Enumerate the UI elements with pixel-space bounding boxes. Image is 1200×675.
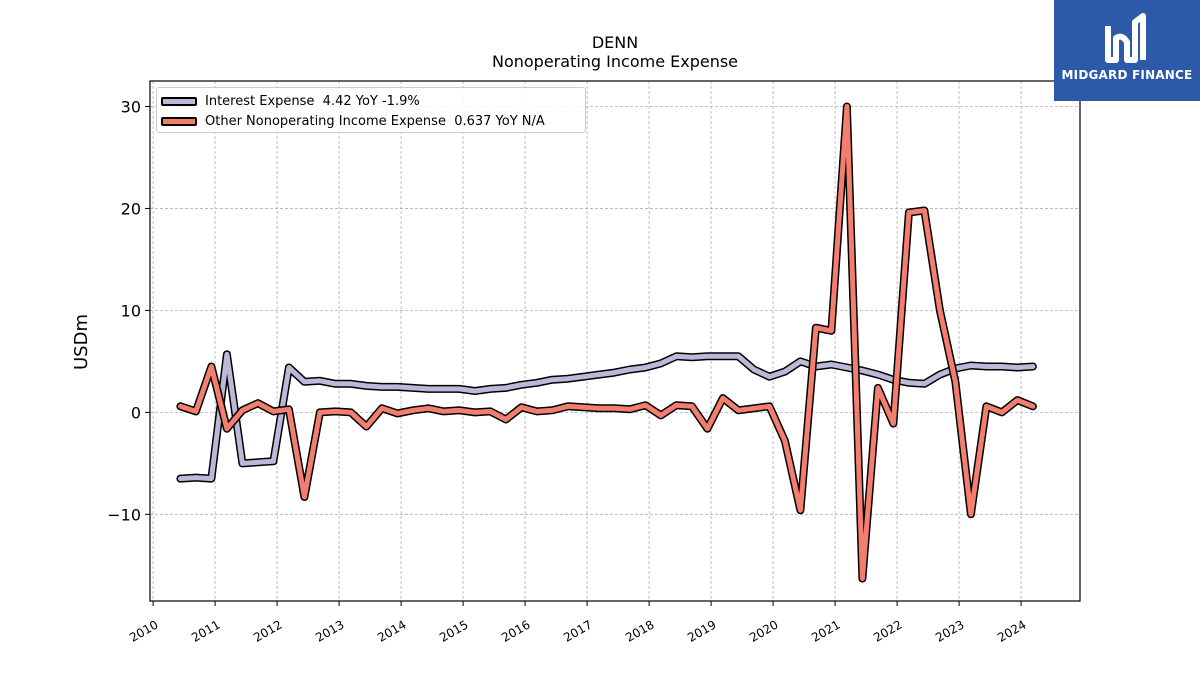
x-tick-label: 2011	[189, 617, 222, 644]
legend-swatch-interest-expense	[161, 96, 197, 106]
grid	[150, 81, 1080, 601]
y-axis: −10 0 10 20 30	[107, 97, 150, 524]
brand-name: MIDGARD FINANCE	[1061, 68, 1193, 82]
chart-title: DENN	[592, 33, 638, 52]
y-axis-label: USDm	[71, 314, 92, 370]
y-tick-label: 30	[121, 97, 141, 116]
x-tick-label: 2014	[375, 617, 408, 644]
y-tick-label: 0	[131, 403, 141, 422]
legend-item-interest-expense: Interest Expense 4.42 YoY -1.9%	[161, 92, 420, 110]
x-tick-label: 2021	[809, 617, 842, 644]
x-tick-label: 2019	[685, 617, 718, 644]
chart-subtitle: Nonoperating Income Expense	[492, 52, 738, 71]
brand-logo: MIDGARD FINANCE	[1054, 0, 1200, 101]
legend-label-interest-expense: Interest Expense 4.42 YoY -1.9%	[205, 93, 420, 109]
y-tick-label: 10	[121, 301, 141, 320]
series-line-other-nonoperating	[177, 104, 1036, 582]
legend: Interest Expense 4.42 YoY -1.9% Other No…	[156, 87, 586, 133]
x-tick-label: 2024	[995, 617, 1028, 644]
plot-frame	[149, 80, 1081, 602]
x-axis: 2010 2011 2012 2013 2014 2015 2016 2017 2018 2019…	[127, 601, 1029, 645]
x-tick-label: 2017	[561, 617, 594, 644]
legend-item-other-nonoperating: Other Nonoperating Income Expense 0.637 …	[161, 112, 545, 130]
x-tick-label: 2020	[747, 617, 780, 644]
y-tick-label: −10	[107, 505, 141, 524]
x-tick-label: 2023	[933, 617, 966, 644]
legend-swatch-other-nonoperating	[161, 116, 197, 126]
x-tick-label: 2016	[499, 617, 532, 644]
legend-label-other-nonoperating: Other Nonoperating Income Expense 0.637 …	[205, 113, 545, 129]
x-tick-label: 2012	[251, 617, 284, 644]
y-tick-label: 20	[121, 199, 141, 218]
series-layer	[176, 102, 1037, 583]
x-tick-label: 2013	[313, 617, 346, 644]
series-line-interest-expense	[177, 351, 1036, 482]
x-tick-label: 2010	[127, 617, 160, 644]
x-tick-label: 2022	[871, 617, 904, 644]
x-tick-label: 2018	[623, 617, 656, 644]
x-tick-label: 2015	[437, 617, 470, 644]
series-outline-other-nonoperating	[176, 102, 1037, 583]
midgard-logo-icon	[1105, 13, 1146, 63]
